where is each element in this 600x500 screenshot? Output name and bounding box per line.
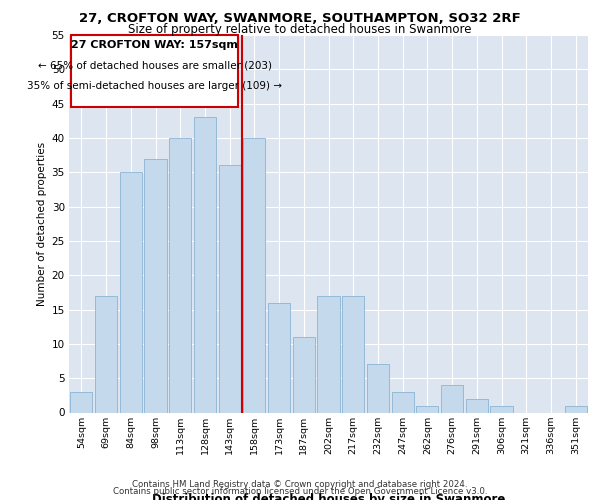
Bar (194, 118, 216, 412)
Bar (145, 158, 167, 412)
Text: ← 65% of detached houses are smaller (203): ← 65% of detached houses are smaller (20… (38, 61, 272, 71)
Bar (565, 406, 587, 412)
Text: 27 CROFTON WAY: 157sqm: 27 CROFTON WAY: 157sqm (71, 40, 238, 50)
Text: Contains HM Land Registry data © Crown copyright and database right 2024.: Contains HM Land Registry data © Crown c… (132, 480, 468, 489)
Bar (119, 172, 142, 412)
Bar (70, 392, 92, 412)
Bar (95, 296, 117, 412)
Bar (317, 296, 340, 412)
X-axis label: Distribution of detached houses by size in Swanmore: Distribution of detached houses by size … (152, 492, 505, 500)
Bar (441, 385, 463, 412)
Bar (490, 406, 512, 412)
Text: Size of property relative to detached houses in Swanmore: Size of property relative to detached ho… (128, 22, 472, 36)
Bar (243, 138, 265, 412)
Bar (218, 166, 241, 412)
Text: 35% of semi-detached houses are larger (109) →: 35% of semi-detached houses are larger (… (27, 82, 282, 92)
Bar (466, 399, 488, 412)
FancyBboxPatch shape (71, 35, 238, 107)
Bar (367, 364, 389, 412)
Bar (169, 138, 191, 412)
Bar (342, 296, 364, 412)
Bar (293, 337, 315, 412)
Text: Contains public sector information licensed under the Open Government Licence v3: Contains public sector information licen… (113, 488, 487, 496)
Y-axis label: Number of detached properties: Number of detached properties (37, 142, 47, 306)
Bar (416, 406, 439, 412)
Bar (268, 302, 290, 412)
Text: 27, CROFTON WAY, SWANMORE, SOUTHAMPTON, SO32 2RF: 27, CROFTON WAY, SWANMORE, SOUTHAMPTON, … (79, 12, 521, 26)
Bar (392, 392, 414, 412)
